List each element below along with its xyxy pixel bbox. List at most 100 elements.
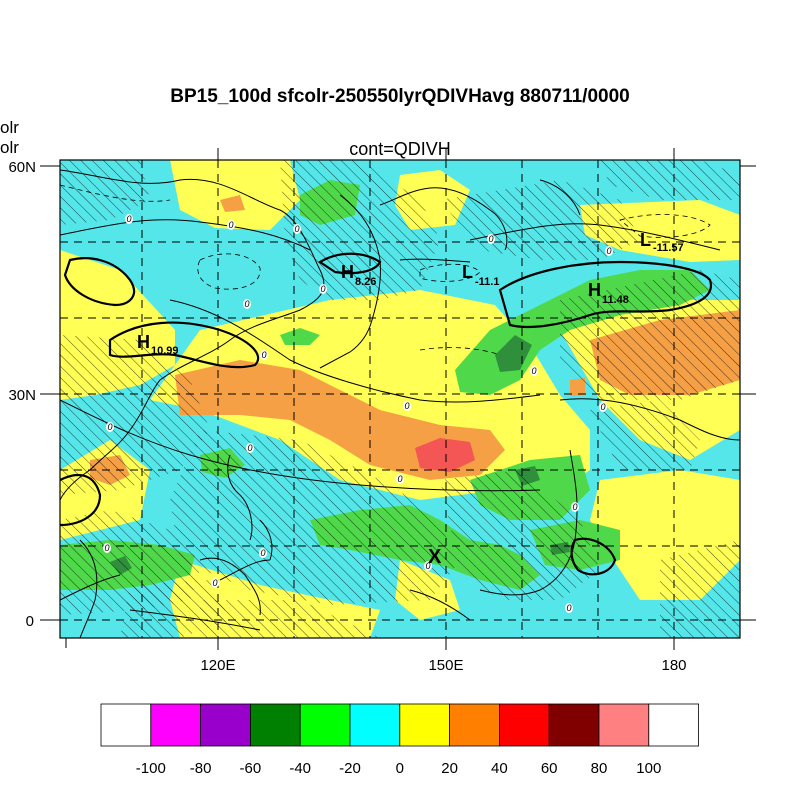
svg-text:0: 0 (107, 422, 112, 432)
svg-text:0: 0 (404, 401, 409, 411)
svg-text:0: 0 (320, 284, 325, 294)
svg-text:0: 0 (425, 561, 430, 571)
svg-text:0: 0 (600, 402, 605, 412)
svg-text:L: L (462, 262, 473, 282)
contour-label: 0 (605, 246, 613, 256)
solid-contours (60, 219, 740, 601)
center-high-3: H 10.99 (137, 332, 179, 357)
svg-text:L: L (640, 230, 651, 250)
contour-label: 0 (103, 543, 111, 553)
svg-text:0: 0 (126, 214, 131, 224)
colorbar-box (498, 703, 550, 747)
svg-text:-11.1: -11.1 (475, 276, 499, 288)
lon-label-180: 180 (661, 657, 686, 674)
svg-text:0: 0 (260, 548, 265, 558)
colorbar-label: 80 (591, 760, 608, 777)
contour-label: 0 (403, 401, 411, 411)
red-region (415, 438, 475, 472)
contour-label: 0 (259, 548, 267, 558)
svg-text:8.26: 8.26 (355, 276, 376, 288)
thick-contours (60, 252, 713, 576)
colorbar-label: -80 (190, 760, 212, 777)
left-label-2: olr (0, 138, 19, 157)
svg-text:-11.57: -11.57 (653, 242, 684, 254)
x-marker: X (428, 546, 442, 568)
colorbar-box (299, 703, 351, 747)
svg-text:0: 0 (566, 603, 571, 613)
coastlines (60, 169, 581, 638)
colorbar-box (150, 703, 202, 747)
colorbar-label: -20 (339, 760, 361, 777)
colorbar-box (249, 703, 301, 747)
left-label-1: olr (0, 118, 19, 137)
lat-label-30n: 30N (8, 387, 36, 404)
svg-text:0: 0 (531, 366, 536, 376)
dashed-contours (60, 184, 711, 356)
colorbar-label: -40 (289, 760, 311, 777)
contour-label: 0 (571, 502, 579, 512)
colorbar-labels: -100 -80 -60 -40 -20 0 20 40 60 80 100 (136, 760, 662, 777)
contour-label: 0 (293, 224, 301, 234)
contour-label: 0 (565, 603, 573, 613)
contour-label: 0 (227, 220, 235, 230)
svg-text:0: 0 (244, 299, 249, 309)
colorbar-box (200, 703, 251, 747)
lon-label-120e: 120E (200, 657, 235, 674)
contour-label: 0 (246, 443, 254, 453)
svg-text:0: 0 (397, 474, 402, 484)
contour-label: 0 (487, 234, 495, 244)
contour-label: 0 (243, 299, 251, 309)
center-low-2: L -11.57 (640, 230, 684, 254)
colorbar-box (349, 703, 401, 747)
svg-text:H: H (137, 332, 150, 352)
contour-label: 0 (106, 422, 114, 432)
plot-frame (59, 159, 741, 639)
lon-label-150e: 150E (428, 657, 463, 674)
plot-subtitle: cont=QDIVH (349, 139, 451, 159)
plot-title: BP15_100d sfcolr-250550lyrQDIVHavg 88071… (170, 86, 630, 107)
contour-label: 0 (211, 578, 219, 588)
contour-label: 0 (599, 402, 607, 412)
svg-text:0: 0 (294, 224, 299, 234)
svg-text:0: 0 (261, 350, 266, 360)
contour-label: 0 (260, 350, 268, 360)
contour-labels: 0 0 0 0 0 0 0 0 0 0 0 0 0 0 0 0 0 0 0 0 (103, 214, 613, 613)
colorbar-label: 60 (541, 760, 558, 777)
lat-label-60n: 60N (8, 159, 36, 176)
svg-text:H: H (588, 280, 601, 300)
svg-text:10.99: 10.99 (151, 345, 179, 357)
svg-text:0: 0 (228, 220, 233, 230)
map-field: 0 0 0 0 0 0 0 0 0 0 0 0 0 0 0 0 0 0 0 0 (60, 160, 740, 638)
contour-label: 0 (125, 214, 133, 224)
svg-text:0: 0 (104, 543, 109, 553)
contour-label: 0 (530, 366, 538, 376)
center-high-1: H 8.26 (341, 262, 376, 288)
svg-text:11.48: 11.48 (602, 294, 629, 306)
svg-text:H: H (341, 262, 354, 282)
colorbar-box (100, 703, 152, 747)
colorbar-label: 20 (441, 760, 458, 777)
colorbar (100, 703, 699, 747)
colorbar-label: -100 (136, 760, 166, 777)
colorbar-box (449, 703, 500, 747)
colorbar-box (648, 703, 699, 747)
grid-lines (60, 160, 740, 638)
svg-text:0: 0 (606, 246, 611, 256)
svg-text:0: 0 (572, 502, 577, 512)
colorbar-label: 100 (636, 760, 661, 777)
svg-text:0: 0 (488, 234, 493, 244)
contour-label: 0 (424, 561, 432, 571)
contour-label: 0 (319, 284, 327, 294)
colorbar-box (598, 703, 650, 747)
svg-text:0: 0 (247, 443, 252, 453)
contour-label: 0 (396, 474, 404, 484)
axis-ticks (40, 148, 756, 650)
colorbar-label: -60 (240, 760, 262, 777)
center-low-1: L -11.1 (462, 262, 499, 288)
colorbar-box (399, 703, 450, 747)
center-high-2: H 11.48 (588, 280, 629, 306)
colorbar-label: 0 (396, 760, 404, 777)
svg-text:0: 0 (212, 578, 217, 588)
lat-label-eq: 0 (26, 613, 34, 630)
